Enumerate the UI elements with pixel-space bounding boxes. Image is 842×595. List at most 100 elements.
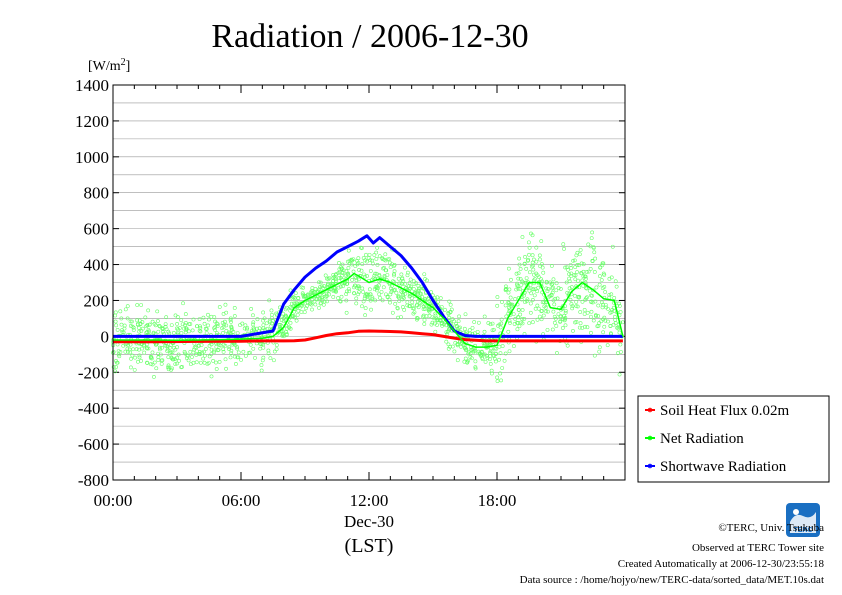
scatter-point	[217, 305, 222, 309]
scatter-point	[139, 329, 144, 333]
scatter-point	[424, 304, 429, 309]
scatter-point	[140, 346, 144, 351]
scatter-point	[115, 342, 120, 347]
scatter-point	[513, 297, 518, 301]
scatter-point	[415, 315, 419, 320]
scatter-point	[455, 327, 460, 332]
scatter-point	[119, 316, 124, 321]
scatter-point	[455, 358, 460, 363]
scatter-point	[232, 306, 237, 310]
scatter-point	[173, 362, 178, 367]
scatter-point	[223, 343, 228, 348]
scatter-point	[143, 315, 148, 320]
scatter-point	[507, 287, 512, 292]
scatter-point	[410, 306, 415, 311]
scatter-point	[476, 349, 481, 354]
scatter-point	[421, 307, 426, 312]
scatter-point	[582, 274, 587, 279]
scatter-point	[488, 361, 493, 366]
scatter-point	[600, 263, 605, 268]
scatter-point	[578, 310, 583, 314]
scatter-point	[270, 321, 274, 326]
scatter-point	[438, 319, 443, 323]
scatter-point	[129, 365, 133, 370]
scatter-point	[152, 375, 156, 379]
scatter-point	[528, 310, 533, 315]
scatter-point	[515, 281, 519, 286]
scatter-point	[545, 289, 550, 294]
scatter-point	[118, 309, 123, 314]
scatter-point	[287, 325, 292, 330]
scatter-point	[145, 330, 150, 334]
scatter-point	[274, 343, 279, 347]
scatter-point	[372, 253, 377, 257]
scatter-point	[495, 375, 499, 380]
scatter-point	[373, 285, 378, 290]
scatter-point	[518, 267, 523, 271]
scatter-point	[349, 262, 354, 267]
scatter-point	[412, 310, 417, 315]
scatter-point	[267, 298, 272, 303]
scatter-point	[562, 313, 567, 318]
scatter-point	[519, 282, 524, 287]
scatter-point	[528, 301, 533, 306]
scatter-point	[372, 273, 377, 278]
scatter-point	[584, 286, 589, 291]
scatter-point	[430, 320, 435, 325]
scatter-point	[407, 281, 412, 285]
scatter-point	[161, 330, 165, 334]
scatter-point	[374, 257, 379, 261]
scatter-point	[558, 286, 563, 291]
scatter-point	[569, 302, 574, 306]
scatter-point	[215, 331, 219, 336]
scatter-point	[277, 322, 282, 327]
scatter-point	[416, 288, 421, 293]
scatter-point	[599, 278, 604, 282]
scatter-point	[506, 329, 511, 334]
scatter-point	[516, 307, 521, 312]
scatter-point	[266, 348, 271, 353]
scatter-point	[126, 343, 131, 347]
scatter-point	[601, 317, 606, 322]
scatter-point	[176, 352, 181, 357]
scatter-point	[597, 345, 602, 350]
scatter-point	[202, 321, 207, 326]
legend-box	[637, 395, 830, 483]
scatter-point	[577, 325, 582, 330]
scatter-point	[302, 310, 307, 314]
scatter-point	[488, 322, 493, 327]
scatter-point	[345, 289, 349, 294]
scatter-point	[171, 357, 176, 362]
scatter-point	[266, 351, 271, 356]
scatter-point	[326, 277, 331, 282]
scatter-point	[163, 322, 168, 326]
scatter-point	[583, 286, 588, 290]
x-tick-label: 06:00	[222, 491, 261, 510]
scatter-point	[490, 321, 495, 326]
scatter-point	[346, 271, 351, 276]
scatter-point	[370, 258, 375, 263]
scatter-point	[282, 334, 286, 339]
scatter-point	[534, 259, 539, 264]
scatter-point	[224, 323, 229, 328]
scatter-point	[561, 242, 566, 247]
scatter-point	[609, 292, 614, 297]
scatter-point	[433, 321, 437, 326]
scatter-point	[344, 298, 349, 303]
scatter-point	[601, 261, 606, 266]
scatter-point	[401, 279, 406, 284]
scatter-point	[207, 354, 212, 359]
scatter-point	[209, 347, 214, 352]
scatter-point	[248, 350, 252, 355]
scatter-point	[258, 346, 263, 351]
scatter-point	[318, 301, 323, 306]
scatter-point	[150, 362, 155, 367]
scatter-point	[446, 311, 451, 315]
scatter-point	[545, 327, 550, 332]
scatter-point	[370, 295, 375, 300]
scatter-point	[299, 310, 304, 314]
scatter-point	[209, 314, 214, 319]
scatter-point	[554, 288, 559, 293]
scatter-point	[167, 365, 172, 370]
scatter-point	[385, 294, 390, 299]
